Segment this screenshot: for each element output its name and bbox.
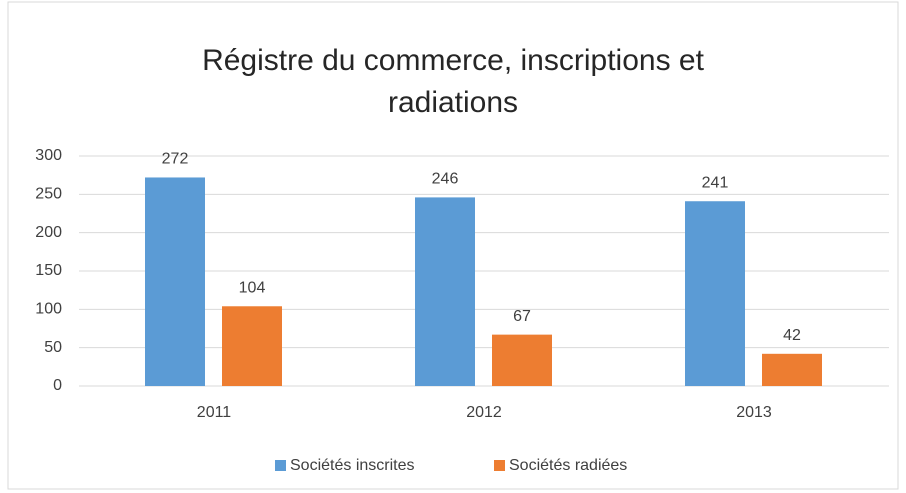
- y-tick-label: 300: [35, 147, 62, 164]
- legend-swatch: [494, 460, 505, 471]
- y-tick-label: 0: [53, 377, 62, 394]
- y-tick-label: 150: [35, 262, 62, 279]
- value-label: 246: [432, 171, 459, 188]
- bar: [492, 334, 552, 386]
- value-label: 241: [702, 174, 729, 191]
- x-tick-label: 2012: [466, 404, 502, 421]
- y-tick-label: 100: [35, 301, 62, 318]
- bar: [145, 177, 205, 386]
- value-label: 42: [783, 327, 801, 344]
- chart-title: Régistre du commerce, inscriptions et ra…: [202, 44, 704, 119]
- bar: [415, 197, 475, 386]
- legend-label: Sociétés radiées: [509, 457, 627, 474]
- bar: [762, 353, 822, 386]
- y-tick-label: 50: [44, 339, 62, 356]
- y-tick-label: 200: [35, 224, 62, 241]
- legend-label: Sociétés inscrites: [290, 457, 415, 474]
- bar: [222, 306, 282, 386]
- chart-border: [7, 1, 899, 490]
- bar: [685, 201, 745, 386]
- y-tick-label: 250: [35, 186, 62, 203]
- x-tick-label: 2011: [197, 404, 232, 421]
- value-label: 272: [162, 151, 189, 168]
- x-tick-label: 2013: [736, 404, 772, 421]
- value-label: 104: [239, 279, 266, 296]
- value-label: 67: [513, 308, 531, 325]
- legend-swatch: [275, 460, 286, 471]
